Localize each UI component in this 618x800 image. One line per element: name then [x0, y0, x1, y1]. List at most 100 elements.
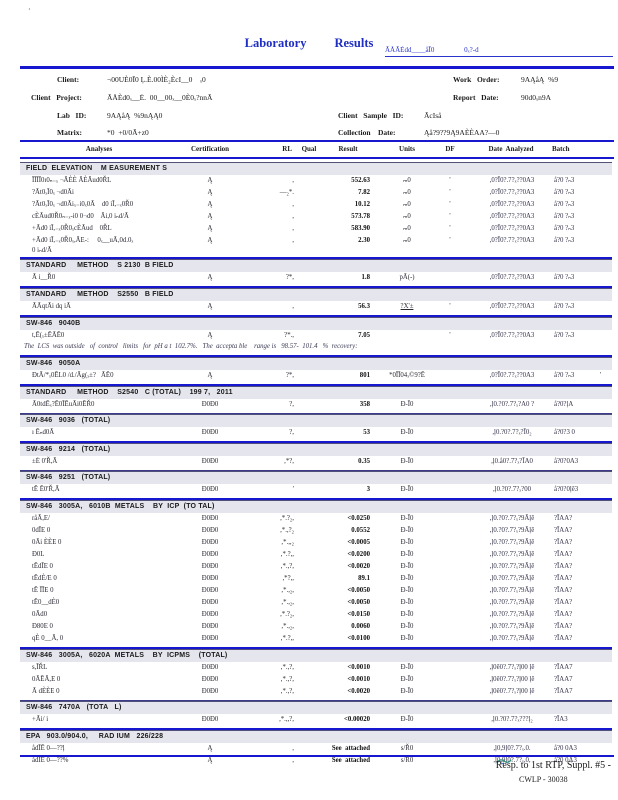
cell-batch: ?ĪAA?	[554, 611, 573, 618]
cell-batch: ?ĪAA?	[554, 587, 573, 594]
cell-qual	[298, 573, 320, 585]
section-header: FIELD ELEVATION M EASUREMENT S	[20, 162, 612, 175]
page-title-word2: Results	[334, 36, 374, 50]
cell-date: ,ļ0,9ļ0?.7?ₓ,0,	[493, 757, 531, 764]
cell-qual	[298, 686, 320, 698]
cell-df	[438, 537, 462, 549]
cell-qual	[298, 609, 320, 621]
cell-date: ,ļ0.?0?.7?ₓ?Ī0₂	[492, 429, 532, 436]
cell-trail	[600, 585, 612, 597]
table-sections: FIELD ELEVATION M EASUREMENT S ĪĪĪĪ0ı0ₙ₋ₓ…	[20, 162, 612, 767]
cell-result: 0.0060	[351, 623, 370, 630]
cell-cert: Đ0Đ0	[201, 676, 219, 683]
cell-rl: ?*,	[285, 274, 294, 281]
cell-date: ,ļ0.?0?.7?ₓ?A0 ?	[489, 401, 535, 408]
client-label: Client:	[57, 75, 80, 84]
cell-cert: Ą	[207, 745, 213, 752]
cell-df	[438, 585, 462, 597]
section-divider-rule	[20, 647, 612, 649]
col-header-batch: Batch	[552, 145, 570, 153]
cell-result: <0.0150	[347, 611, 370, 618]
cell-date: ,ļ0.?0?.7?ₓ?9Āļē	[489, 539, 535, 546]
section-divider-rule	[20, 384, 612, 386]
cell-result: 7.05	[358, 332, 370, 339]
cell-qual	[298, 235, 320, 255]
cell-df: '	[449, 225, 451, 232]
cell-trail	[600, 484, 612, 496]
cell-cert: Đ0Đ0	[201, 401, 219, 408]
cell-qual	[298, 743, 320, 755]
cell-date: ,ļ0.?0?.7?ₓ?9Āļē	[489, 587, 535, 594]
cell-cert: Ą	[207, 303, 213, 310]
col-header-date-analyzed: Date Analyzed	[488, 145, 534, 153]
cell-analyte: Ā i__Ř0	[32, 274, 56, 281]
cell-qual	[298, 621, 320, 633]
lab-id-value: 9AĄåĄ %9nĄĄ0	[107, 111, 163, 120]
cell-batch: å?0 ?ₙ3	[554, 189, 575, 196]
cell-qual	[298, 597, 320, 609]
cell-analyte: 0ĀĒĀ,E 0	[32, 676, 61, 683]
cell-batch: ?ĪA3	[554, 716, 568, 723]
cell-trail	[600, 743, 612, 755]
table-row: ådĪĒ 0—??ļ Ą, See attached s/Ř0 ,ļ0,9ļ0?.7?ₓ…	[20, 743, 612, 755]
cell-rl: ,	[292, 201, 294, 208]
cell-units: ₘ0	[403, 237, 411, 244]
cell-result: 3	[366, 486, 370, 493]
cell-date: ,0?Ī0?.7?ₓ??0A3	[489, 189, 535, 196]
table-row: qÈ 0__Ā, 0 Đ0Đ0 ,*.?,, <0.0100 Đ-Ī0 ,ļ0.?0?.7…	[20, 633, 612, 645]
cell-analyte-wrap: 0 iₙd/Ā	[32, 247, 52, 254]
cell-rl: ?*,	[285, 372, 294, 379]
client-sample-id-label: Client Sample ID:	[338, 111, 404, 120]
cell-qual	[298, 272, 320, 284]
cell-qual	[298, 549, 320, 561]
cell-df	[438, 573, 462, 585]
cell-qual	[298, 175, 320, 187]
cell-analyte: qÈ 0__Ā, 0	[32, 635, 64, 642]
cell-df	[438, 674, 462, 686]
info-row-4: Matrix: *0 +0/0Ā+z0 Collection Date: Ąå?…	[0, 128, 618, 142]
cell-rl: ,	[292, 213, 294, 220]
handwritten-check-mark	[496, 753, 512, 771]
table-row: tĒdÈ/E 0 Đ0Đ0 ,*?,, 89.1 Đ-Ī0 ,ļ0.?0?.7?ₓ?9Āļ…	[20, 573, 612, 585]
cell-result: 53	[363, 429, 370, 436]
client-sample-id-value: ĀcIså	[424, 111, 442, 120]
cell-cert: Ą	[207, 189, 213, 196]
cell-units: Đ-Ī0	[400, 551, 414, 558]
table-row: ĀĀqtĀi dq iĀ Ą, 56.3 ?X'± ' ,0?Ī0?.7?ₓ??0A3 å?…	[20, 301, 612, 313]
cell-trail	[600, 187, 612, 199]
cell-date: ,0?Ī0?.7?ₓ??0A3	[489, 372, 535, 379]
cell-result: 1.8	[361, 274, 371, 281]
cell-date: ,0?Ī0?.7?ₓ??0A3	[489, 274, 535, 281]
cell-rl: ,*.,?,	[280, 664, 294, 671]
cell-qual	[298, 301, 320, 313]
cell-df	[438, 549, 462, 561]
table-column-headers: Analyses Certification RL Qual Result Un…	[20, 145, 612, 153]
cell-rl: ,*.?₂,	[280, 611, 294, 618]
info-rule-bottom	[20, 140, 614, 142]
cell-analyte: råĀ,E/	[32, 515, 50, 522]
footer-document-number: CWLP - 30038	[519, 775, 568, 784]
cell-units: s/Ř0	[400, 745, 414, 752]
cell-cert: Đ0Đ0	[201, 551, 219, 558]
cell-analyte: ı Ēₙd0Ā	[32, 429, 55, 436]
cell-trail	[600, 714, 612, 726]
report-date-label: Report Date:	[453, 93, 499, 102]
section-header: SW-846 9251 (TOTAL)	[20, 471, 612, 484]
cell-analyte: ĀĀqtĀi dq iĀ	[32, 303, 71, 310]
client-project-value: ĀÅÈd0ₓ__Ė. 00__00ₓ__0È0ₓ?nnĀ	[107, 93, 213, 102]
cell-trail	[600, 199, 612, 211]
cell-df: '	[449, 201, 451, 208]
cell-result: 358	[359, 401, 370, 408]
column-header-rule	[20, 157, 614, 159]
cell-qual	[298, 223, 320, 235]
cell-units: Đ-Ī0	[400, 688, 414, 695]
table-row: 0ĀĒĀ,E 0 Đ0Đ0 ,*.,?, <0.0010 Đ-Ī0 ,ļ0ē0?.7?ₓ?…	[20, 674, 612, 686]
cell-rl: ,	[292, 177, 294, 184]
cell-units: Đ-Ī0	[400, 716, 414, 723]
cell-rl: ?,	[289, 429, 294, 436]
cell-qual	[298, 427, 320, 439]
cell-df	[438, 609, 462, 621]
cell-rl: ,	[292, 225, 294, 232]
cell-units: ₘ0	[403, 177, 411, 184]
col-header-df: DF	[445, 145, 455, 153]
